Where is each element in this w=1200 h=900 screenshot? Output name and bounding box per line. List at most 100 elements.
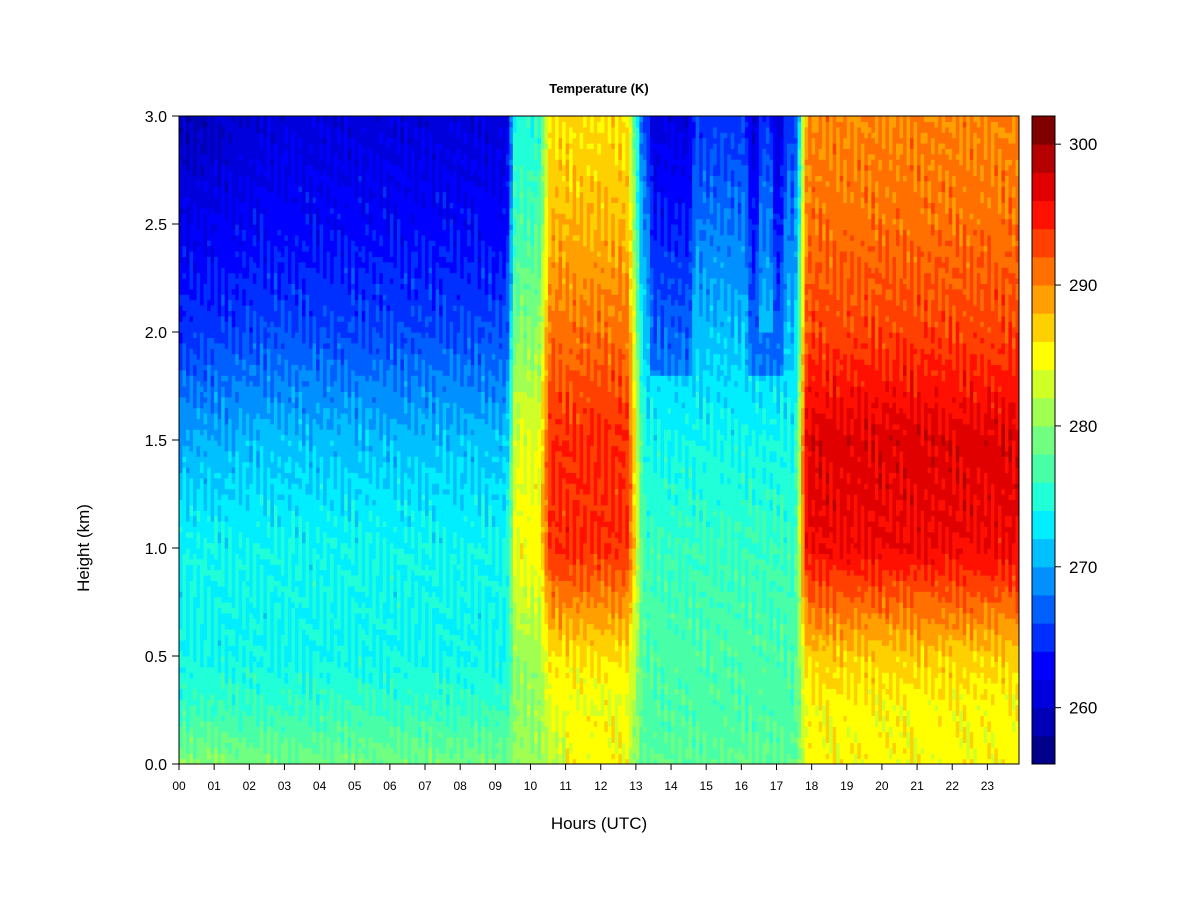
heatmap-cell — [256, 602, 260, 608]
heatmap-cell — [235, 370, 239, 376]
heatmap-cell — [274, 748, 278, 754]
heatmap-cell — [218, 175, 222, 181]
heatmap-cell — [291, 732, 295, 738]
heatmap-cell — [186, 516, 190, 522]
heatmap-cell — [284, 170, 288, 176]
heatmap-cell — [225, 559, 229, 565]
heatmap-cell — [200, 672, 204, 678]
heatmap-cell — [284, 267, 288, 273]
heatmap-cell — [281, 219, 285, 225]
heatmap-cell — [214, 321, 218, 327]
heatmap-cell — [204, 402, 208, 408]
heatmap-cell — [274, 726, 278, 732]
heatmap-cell — [253, 235, 257, 241]
heatmap-cell — [190, 694, 194, 700]
heatmap-cell — [281, 607, 285, 613]
heatmap-cell — [207, 181, 211, 187]
heatmap-cell — [186, 273, 190, 279]
heatmap-cell — [232, 429, 236, 435]
heatmap-cell — [225, 418, 229, 424]
heatmap-cell — [193, 737, 197, 743]
heatmap-cell — [242, 165, 246, 171]
heatmap-cell — [183, 678, 187, 684]
heatmap-cell — [183, 165, 187, 171]
heatmap-cell — [260, 553, 264, 559]
heatmap-cell — [281, 694, 285, 700]
heatmap-cell — [225, 197, 229, 203]
heatmap-cell — [179, 413, 183, 419]
heatmap-cell — [242, 375, 246, 381]
heatmap-cell — [260, 629, 264, 635]
heatmap-cell — [281, 435, 285, 441]
heatmap-cell — [291, 553, 295, 559]
heatmap-cell — [197, 510, 201, 516]
heatmap-cell — [221, 543, 225, 549]
heatmap-cell — [260, 737, 264, 743]
heatmap-cell — [183, 451, 187, 457]
heatmap-cell — [207, 586, 211, 592]
heatmap-cell — [225, 602, 229, 608]
heatmap-cell — [225, 219, 229, 225]
heatmap-cell — [200, 526, 204, 532]
heatmap-cell — [193, 251, 197, 257]
heatmap-cell — [204, 219, 208, 225]
heatmap-cell — [221, 451, 225, 457]
heatmap-cell — [246, 570, 250, 576]
heatmap-cell — [200, 667, 204, 673]
heatmap-cell — [225, 445, 229, 451]
heatmap-cell — [221, 462, 225, 468]
heatmap-cell — [228, 375, 232, 381]
heatmap-cell — [200, 559, 204, 565]
heatmap-cell — [204, 148, 208, 154]
heatmap-cell — [291, 246, 295, 252]
heatmap-cell — [249, 375, 253, 381]
heatmap-cell — [228, 705, 232, 711]
heatmap-cell — [211, 494, 215, 500]
heatmap-cell — [253, 478, 257, 484]
heatmap-cell — [260, 748, 264, 754]
heatmap-cell — [242, 402, 246, 408]
heatmap-cell — [214, 570, 218, 576]
heatmap-cell — [270, 543, 274, 549]
heatmap-cell — [239, 148, 243, 154]
heatmap-cell — [200, 305, 204, 311]
heatmap-cell — [291, 418, 295, 424]
heatmap-cell — [260, 489, 264, 495]
heatmap-cell — [204, 467, 208, 473]
heatmap-cell — [235, 726, 239, 732]
heatmap-cell — [204, 181, 208, 187]
heatmap-cell — [253, 661, 257, 667]
heatmap-cell — [291, 364, 295, 370]
heatmap-cell — [253, 354, 257, 360]
heatmap-cell — [263, 224, 267, 230]
heatmap-cell — [270, 678, 274, 684]
heatmap-cell — [190, 305, 194, 311]
heatmap-cell — [207, 521, 211, 527]
heatmap-cell — [239, 462, 243, 468]
heatmap-cell — [228, 343, 232, 349]
heatmap-cell — [253, 337, 257, 343]
heatmap-cell — [218, 472, 222, 478]
heatmap-cell — [200, 186, 204, 192]
heatmap-cell — [239, 629, 243, 635]
heatmap-cell — [218, 748, 222, 754]
heatmap-cell — [274, 192, 278, 198]
heatmap-cell — [190, 170, 194, 176]
heatmap-cell — [267, 116, 271, 122]
heatmap-cell — [288, 116, 292, 122]
heatmap-cell — [228, 337, 232, 343]
heatmap-cell — [214, 413, 218, 419]
heatmap-cell — [228, 575, 232, 581]
heatmap-cell — [204, 348, 208, 354]
heatmap-cell — [197, 699, 201, 705]
heatmap-cell — [183, 202, 187, 208]
heatmap-cell — [256, 445, 260, 451]
heatmap-cell — [249, 192, 253, 198]
heatmap-cell — [288, 548, 292, 554]
heatmap-cell — [242, 240, 246, 246]
heatmap-cell — [193, 510, 197, 516]
heatmap-cell — [179, 472, 183, 478]
heatmap-cell — [228, 505, 232, 511]
heatmap-cell — [183, 159, 187, 165]
heatmap-cell — [228, 132, 232, 138]
